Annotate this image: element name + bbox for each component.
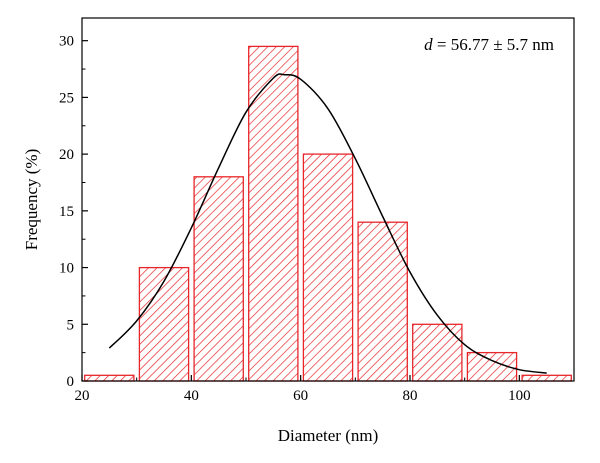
x-axis-title: Diameter (nm) xyxy=(278,426,379,445)
y-axis: 0 5 10 15 20 25 30 xyxy=(59,34,88,390)
bar-85 xyxy=(412,323,463,382)
bar-35 xyxy=(138,266,190,382)
x-tick-label-60: 60 xyxy=(293,388,308,404)
bars-group xyxy=(84,45,572,382)
bar-75 xyxy=(357,221,408,382)
annotation-symbol: d xyxy=(424,35,433,54)
y-tick-label-5: 5 xyxy=(67,317,75,333)
y-tick-label-25: 25 xyxy=(59,90,74,106)
bar-65 xyxy=(302,153,354,382)
bar-45 xyxy=(193,176,244,382)
x-tick-label-80: 80 xyxy=(403,388,418,404)
annotation-value: = 56.77 ± 5.7 nm xyxy=(433,35,554,54)
x-tick-label-40: 40 xyxy=(184,388,199,404)
bar-25 xyxy=(84,374,135,382)
y-axis-title: Frequency (%) xyxy=(22,149,41,251)
y-tick-label-0: 0 xyxy=(67,374,75,390)
y-tick-label-20: 20 xyxy=(59,147,74,163)
gaussian-fit-curve xyxy=(108,73,547,374)
plot-frame xyxy=(81,17,575,382)
y-tick-label-15: 15 xyxy=(59,204,74,220)
bar-105 xyxy=(521,374,572,382)
y-tick-label-30: 30 xyxy=(59,34,74,50)
y-tick-label-10: 10 xyxy=(59,261,74,277)
bar-55 xyxy=(248,45,299,382)
x-axis: 20 40 60 80 100 xyxy=(75,375,531,404)
mean-diameter-annotation: d = 56.77 ± 5.7 nm xyxy=(424,35,554,54)
x-tick-label-20: 20 xyxy=(75,388,90,404)
x-tick-label-100: 100 xyxy=(508,388,531,404)
